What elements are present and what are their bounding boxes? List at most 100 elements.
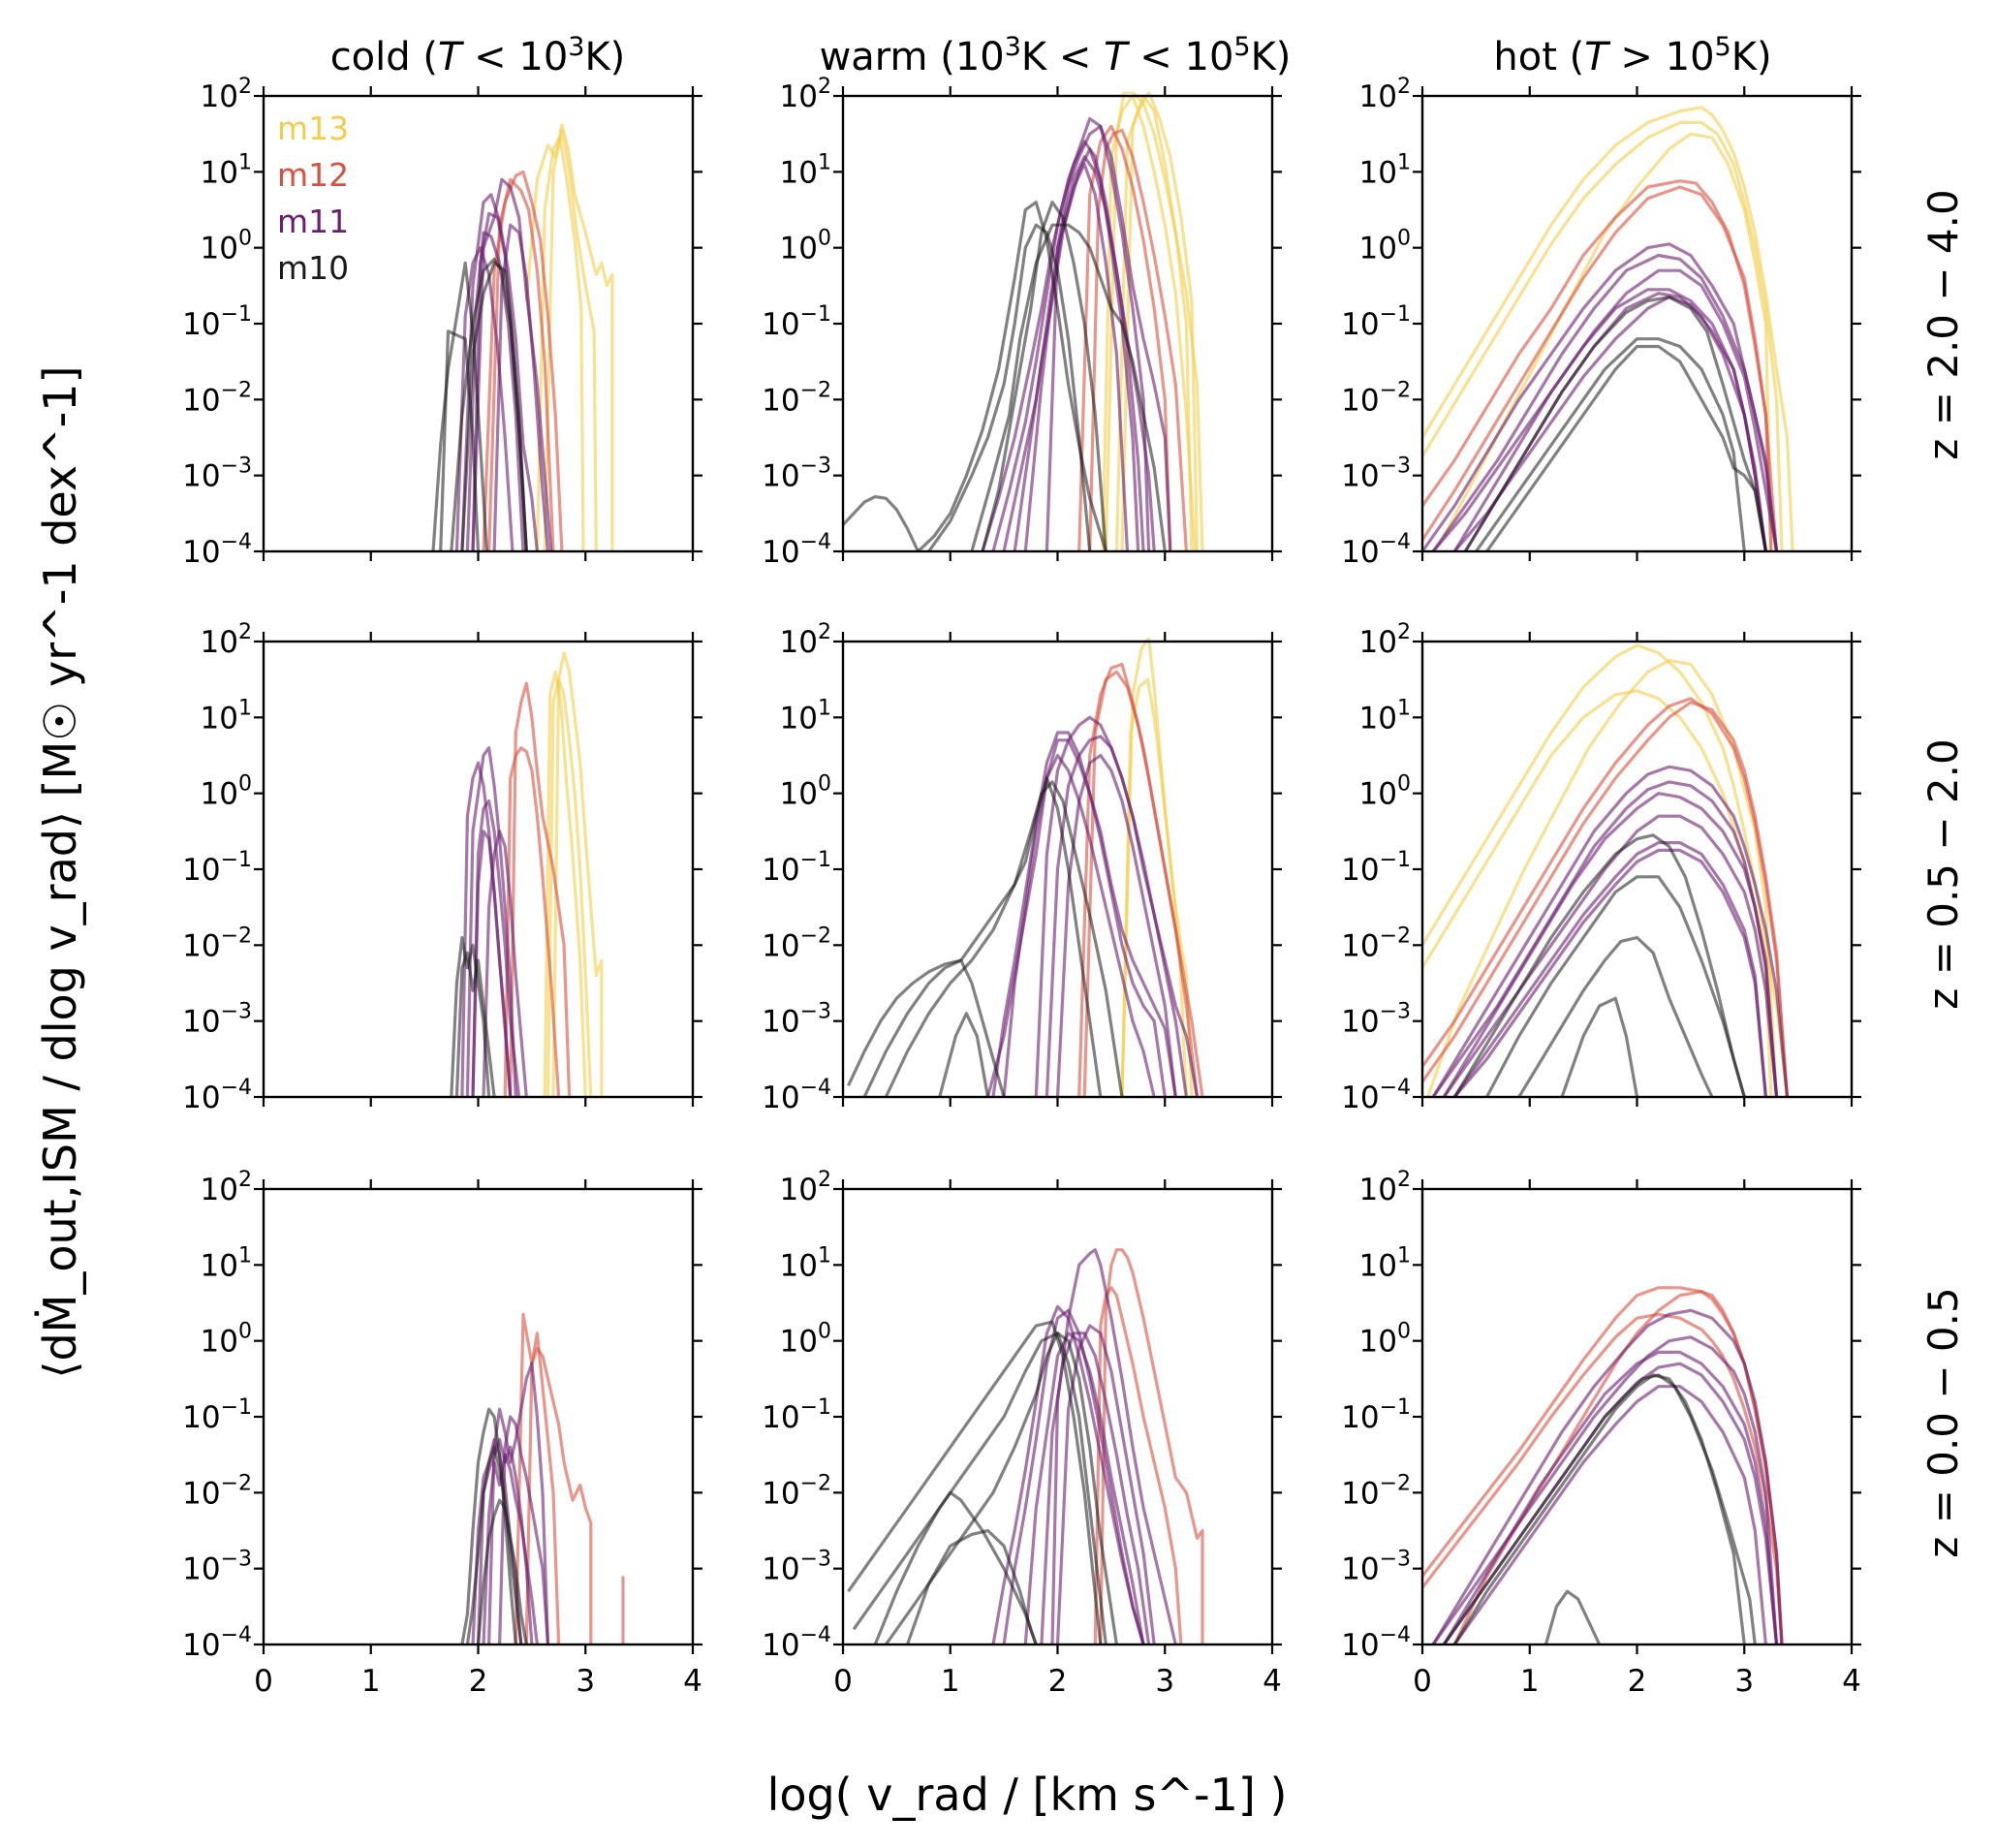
series-line-m11	[1023, 155, 1156, 551]
panel-z_0_05-hot: 102 101 100 10−1 10−2 10−3 10−40 1 2 3 4	[1341, 1168, 1861, 1699]
series-line-m10	[1485, 875, 1746, 1097]
y-tick-label: 10−2	[1341, 924, 1411, 963]
series-line-m12	[1099, 1248, 1204, 1644]
series-line-m12	[1422, 701, 1790, 1097]
y-tick-label: 100	[1359, 227, 1411, 266]
y-tick-label: 101	[201, 1243, 252, 1283]
y-tick-label: 10−2	[182, 924, 252, 963]
y-tick-label: 10−4	[1341, 1076, 1411, 1115]
series-line-m13	[1442, 132, 1773, 551]
y-tick-label: 102	[1359, 620, 1411, 660]
series-line-m11	[487, 1362, 550, 1644]
series-line-m10	[1517, 935, 1714, 1097]
series-lines	[847, 1248, 1204, 1644]
series-line-m10	[905, 1528, 1038, 1644]
series-line-m10	[847, 1320, 1103, 1644]
y-tick-label: 10−4	[182, 530, 252, 570]
y-tick-label: 100	[201, 227, 252, 266]
series-line-m11	[482, 1453, 539, 1644]
y-tick-label: 10−1	[1341, 848, 1411, 888]
panel-z_05_2-warm: 102 101 100 10−1 10−2 10−3 10−4	[762, 620, 1282, 1115]
y-tick-label: 101	[1359, 150, 1411, 190]
y-tick-label: 10−2	[182, 1471, 252, 1511]
series-line-m11	[471, 177, 553, 551]
series-line-m10	[843, 494, 920, 551]
y-tick-label: 101	[201, 150, 252, 190]
y-tick-label: 102	[780, 620, 831, 660]
series-line-m10	[454, 951, 496, 1097]
y-tick-label: 101	[780, 696, 831, 736]
series-line-m11	[1055, 1324, 1156, 1644]
column-title-warm: warm (103K < T < 105K)	[820, 32, 1292, 79]
y-tick-label: 101	[780, 1243, 831, 1283]
panel-z_0_05-warm: 102 101 100 10−1 10−2 10−3 10−40 1 2 3 4	[762, 1168, 1282, 1699]
series-line-m12	[514, 1312, 561, 1644]
panel-frame	[841, 94, 1274, 553]
series-line-m12	[509, 681, 572, 1097]
y-tick-label: 10−2	[182, 378, 252, 418]
series-line-m12	[487, 177, 555, 551]
x-tick-label: 1	[361, 1664, 381, 1699]
y-tick-label: 100	[780, 772, 831, 812]
y-tick-label: 10−3	[1341, 1548, 1411, 1587]
series-line-m13	[543, 128, 598, 551]
series-line-m10	[1560, 996, 1639, 1097]
y-tick-label: 101	[201, 696, 252, 736]
series-line-m11	[1452, 848, 1767, 1097]
y-tick-label: 10−4	[762, 1076, 831, 1115]
series-line-m11	[1013, 162, 1130, 551]
series-line-m10	[862, 958, 1006, 1097]
x-tick-label: 0	[833, 1664, 853, 1699]
y-tick-label: 10−3	[1341, 454, 1411, 494]
y-tick-label: 10−1	[182, 302, 252, 342]
y-tick-label: 101	[780, 150, 831, 190]
y-tick-label: 10−1	[182, 1395, 252, 1435]
series-line-m10	[1442, 1373, 1757, 1644]
legend: m13 m12 m11 m10	[277, 110, 349, 287]
x-tick-label: 4	[683, 1664, 702, 1699]
series-line-m10	[1452, 833, 1746, 1097]
y-tick-label: 100	[1359, 772, 1411, 812]
legend-entry-m11: m11	[277, 203, 349, 240]
series-line-m10	[1452, 1373, 1746, 1644]
series-line-m10	[1485, 344, 1767, 551]
column-title-cold: cold (T < 103K)	[330, 32, 626, 79]
series-line-m13	[1422, 106, 1794, 551]
series-line-m11	[1452, 840, 1767, 1097]
y-tick-label: 100	[1359, 1320, 1411, 1360]
x-tick-label: 2	[469, 1664, 488, 1699]
series-line-m10	[852, 1331, 1107, 1644]
x-axis-label: log( v_rad / [km s^-1] )	[767, 1769, 1288, 1821]
series-line-m11	[1431, 268, 1779, 551]
series-line-m11	[991, 1304, 1145, 1644]
series-line-m10	[460, 261, 528, 551]
y-tick-label: 10−4	[1341, 1623, 1411, 1663]
y-tick-label: 102	[1359, 1168, 1411, 1207]
y-axis-label: ⟨dṀ_out,ISM / dlog v_rad⟩ [M☉ yr^-1 dex^…	[34, 366, 86, 1379]
series-line-m11	[1045, 735, 1188, 1097]
panel-z_05_2-cold: 102 101 100 10−1 10−2 10−3 10−4	[182, 620, 702, 1115]
y-tick-label: 10−1	[762, 1395, 831, 1435]
y-tick-label: 102	[201, 620, 252, 660]
y-tick-label: 100	[780, 1320, 831, 1360]
series-lines	[431, 123, 614, 551]
y-tick-label: 10−2	[1341, 378, 1411, 418]
y-tick-label: 102	[780, 75, 831, 114]
series-line-m10	[465, 1445, 523, 1644]
y-tick-label: 10−2	[1341, 1471, 1411, 1511]
y-tick-label: 10−1	[1341, 302, 1411, 342]
series-line-m11	[498, 1415, 550, 1644]
series-line-m13	[524, 123, 614, 551]
series-line-m10	[847, 776, 1103, 1097]
series-line-m10	[970, 223, 1167, 551]
series-line-m11	[1431, 765, 1790, 1097]
series-line-m10	[1463, 296, 1767, 551]
panel-z_2_4-warm: 102 101 100 10−1 10−2 10−3 10−4	[762, 75, 1282, 570]
series-line-m11	[1040, 1331, 1151, 1644]
series-line-m11	[465, 746, 517, 1097]
series-line-m11	[471, 830, 513, 1097]
row-label-z-0-05: z = 0.0 − 0.5	[1919, 1287, 1967, 1557]
series-lines	[460, 1312, 625, 1644]
x-tick-label: 2	[1628, 1664, 1647, 1699]
